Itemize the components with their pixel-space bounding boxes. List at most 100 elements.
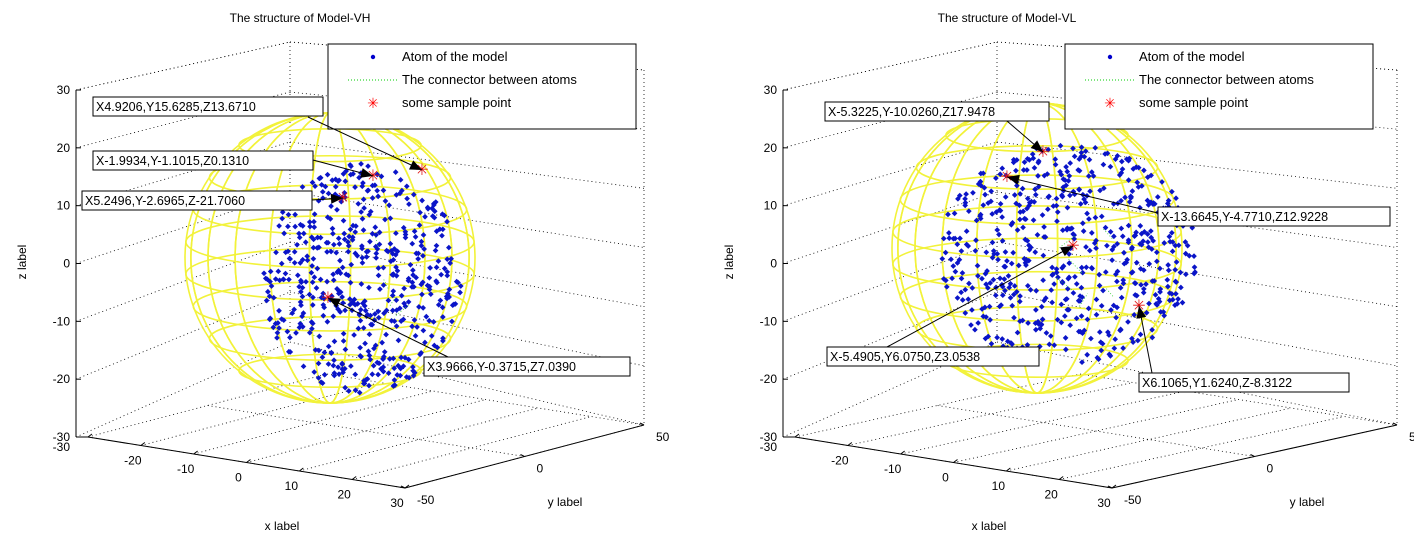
atom-point	[315, 360, 322, 367]
chart-title: The structure of Model-VH	[230, 11, 371, 25]
atom-point	[1156, 298, 1163, 305]
atom-point	[1079, 359, 1085, 366]
atom-point	[339, 264, 346, 271]
atom-point	[1099, 340, 1106, 347]
atom-point	[1086, 247, 1093, 254]
atom-point	[1146, 261, 1153, 267]
atom-point	[309, 325, 315, 332]
atom-point	[403, 183, 410, 190]
atom-point	[987, 280, 994, 286]
atom-point	[316, 347, 322, 354]
atom-point	[1111, 233, 1117, 240]
atom-point	[1140, 289, 1147, 296]
atom-point	[946, 230, 952, 236]
atom-point	[946, 235, 953, 241]
atom-point	[328, 248, 334, 255]
atom-point	[383, 247, 390, 254]
atom-point	[983, 314, 989, 320]
sample-point-annotation: X3.9666,Y-0.3715,Z7.0390	[327, 297, 631, 377]
atom-point	[324, 171, 331, 178]
atom-point	[1059, 193, 1066, 200]
atom-point	[381, 349, 388, 355]
atom-point	[373, 255, 379, 261]
atom-point	[287, 349, 294, 355]
atom-point	[268, 283, 275, 289]
atom-point	[375, 308, 382, 315]
atom-point	[318, 294, 325, 301]
atom-point	[393, 230, 399, 237]
legend-marker-sample: ✳	[367, 95, 379, 111]
atom-point	[1013, 167, 1019, 174]
atom-point	[363, 254, 370, 260]
atom-point	[291, 259, 298, 266]
atom-point	[299, 256, 306, 263]
atom-point	[428, 333, 435, 339]
atom-point	[1064, 225, 1071, 232]
atom-point	[419, 291, 425, 298]
sample-point-star: ✳	[415, 162, 428, 179]
atom-point	[1131, 312, 1138, 318]
atom-point	[1137, 265, 1144, 272]
atom-point	[1078, 144, 1085, 151]
atom-point	[330, 230, 336, 237]
atom-point	[341, 230, 348, 237]
atom-point	[441, 265, 448, 272]
atom-point	[372, 243, 379, 250]
atom-point	[389, 307, 396, 314]
atom-point	[310, 236, 317, 243]
x-tick-label: -30	[53, 440, 71, 454]
atom-point	[1141, 286, 1147, 292]
atom-point	[939, 255, 946, 262]
atom-point	[1128, 194, 1134, 200]
atom-point	[1011, 314, 1017, 321]
atom-point	[332, 183, 339, 190]
atom-point	[1011, 283, 1018, 289]
atom-point	[1102, 151, 1108, 157]
atom-point	[1169, 248, 1176, 255]
atom-point	[416, 222, 423, 229]
atom-point	[397, 372, 404, 379]
x-tick-label: 0	[235, 471, 242, 485]
atom-point	[1034, 232, 1041, 238]
atom-point	[1023, 262, 1029, 268]
atom-point	[345, 239, 351, 245]
atom-point	[446, 244, 452, 251]
atom-point	[1166, 233, 1173, 240]
atom-point	[329, 293, 335, 300]
atom-point	[1051, 281, 1057, 287]
atom-point	[1063, 296, 1070, 302]
atom-point	[1151, 201, 1158, 207]
atom-point	[342, 346, 349, 353]
atom-point	[415, 256, 421, 262]
grid-line	[75, 291, 291, 380]
atom-point	[299, 184, 306, 190]
atom-point	[386, 356, 393, 362]
atom-point	[387, 240, 394, 247]
atom-point	[977, 215, 984, 222]
chart-panel-model-vh: The structure of Model-VH ✳ ✳ ✳ ✳ -30 -20 -10 0 1…	[15, 11, 670, 533]
atom-point	[1134, 179, 1141, 186]
atom-point	[1062, 313, 1068, 319]
legend-label: some sample point	[402, 95, 511, 110]
atom-point	[331, 338, 338, 345]
y-tick-label: 0	[537, 462, 544, 476]
atom-point	[1145, 239, 1151, 245]
atom-point	[1026, 202, 1032, 209]
atom-point	[1121, 249, 1127, 256]
z-tick-label: -10	[53, 314, 71, 328]
sphere-parallel	[185, 215, 475, 269]
atom-point	[1169, 229, 1175, 236]
atom-point	[366, 211, 373, 218]
atom-point	[1073, 281, 1080, 287]
atom-point	[432, 199, 439, 205]
atom-point	[1069, 225, 1075, 232]
legend-label: The connector between atoms	[402, 72, 577, 87]
atom-point	[1159, 179, 1165, 185]
atom-point	[977, 211, 984, 218]
grid-line	[953, 399, 1239, 463]
atom-point	[313, 285, 320, 291]
atom-point	[373, 250, 380, 257]
atom-point	[1039, 212, 1046, 218]
atom-point	[962, 195, 968, 202]
atom-point	[1090, 173, 1097, 179]
